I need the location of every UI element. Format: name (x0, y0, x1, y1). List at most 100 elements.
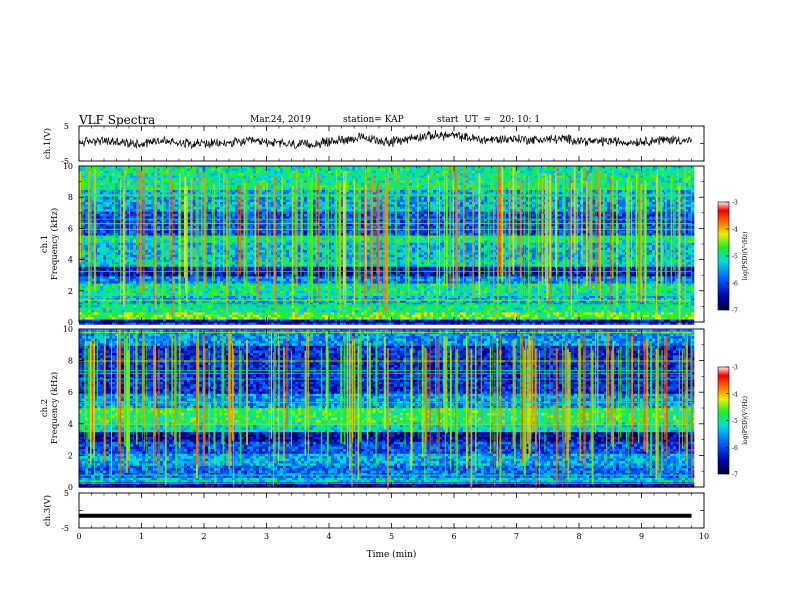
spectrogram-cell (658, 171, 661, 174)
spectrogram-cell (184, 173, 187, 176)
spectrogram-cell (208, 173, 211, 176)
spectrogram-cell (517, 173, 520, 176)
spectrogram-cell (604, 173, 607, 176)
spectrogram-cell (271, 173, 274, 176)
spectrogram-cells (79, 166, 694, 325)
spectrogram-cell (115, 168, 118, 171)
spectrogram-cell (100, 183, 103, 186)
spectrogram-cell (673, 171, 676, 174)
spectrogram-cell (145, 168, 148, 171)
spectrogram-cell (622, 168, 625, 171)
spectrogram-cell (100, 176, 103, 179)
spectrogram-cell (346, 176, 349, 179)
spectrogram-cell (460, 180, 463, 183)
spectrogram-cell (106, 171, 109, 174)
spectrogram-cell (298, 168, 301, 171)
spectrogram-cell (82, 176, 85, 179)
spectrogram-cell (358, 173, 361, 176)
spectrogram-cell (373, 176, 376, 179)
spectrogram-cell (400, 168, 403, 171)
spectrogram-cell (430, 178, 433, 181)
spectrogram-cell (541, 168, 544, 171)
spectrogram-cell (481, 173, 484, 176)
spectrogram-cell (430, 173, 433, 176)
spectrogram-cell (664, 168, 667, 171)
spectrogram-cell (253, 173, 256, 176)
spectrogram-cell (358, 171, 361, 174)
vlf-figure: 5-5ch.1(V)0246810ch.1Frequency (kHz)-3-4… (0, 0, 792, 612)
spectrogram-cell (331, 171, 334, 174)
spectrogram-cell (421, 173, 424, 176)
spectrogram-cell (679, 176, 682, 179)
spectrogram-cell (100, 173, 103, 176)
spectrogram-cell (424, 171, 427, 174)
spectrogram-cell (232, 178, 235, 181)
spectrogram-cell (172, 171, 175, 174)
spectrogram-cell (361, 180, 364, 183)
spectrogram-cell (691, 173, 694, 176)
spectrogram-cell (178, 168, 181, 171)
spectrogram-cell (439, 171, 442, 174)
spectrogram-cell (625, 168, 628, 171)
spectrogram-cell (121, 180, 124, 183)
spectrogram-cell (529, 176, 532, 179)
spectrogram-cell (547, 171, 550, 174)
spectrogram-cell (676, 173, 679, 176)
spectrogram-cell (508, 176, 511, 179)
spectrogram-cell (343, 168, 346, 171)
spectrogram-cell (688, 178, 691, 181)
spectrogram-cell (658, 178, 661, 181)
spectrogram-cell (118, 173, 121, 176)
spectrogram-cell (106, 176, 109, 179)
spectrogram-cell (241, 173, 244, 176)
spectrogram-cell (508, 173, 511, 176)
spectrogram-cell (391, 178, 394, 181)
spectrogram-cell (259, 173, 262, 176)
spectrogram-cell (679, 180, 682, 183)
spectrogram-cell (535, 173, 538, 176)
spectrogram-cell (145, 180, 148, 183)
spectrogram-cell (187, 176, 190, 179)
spectrogram-cell (349, 168, 352, 171)
spectrogram-cell (607, 171, 610, 174)
spectrogram-cell (280, 168, 283, 171)
spectrogram-cell (145, 173, 148, 176)
spectrogram-cell (691, 171, 694, 174)
spectrogram-cell (616, 171, 619, 174)
spectrogram-cell (175, 168, 178, 171)
spectrogram-cell (532, 171, 535, 174)
spectrogram-cell (523, 173, 526, 176)
spectrogram-cell (148, 171, 151, 174)
spectrogram-cell (274, 168, 277, 171)
spectrogram-cell (688, 176, 691, 179)
spectrogram-cell (664, 178, 667, 181)
spectrogram-cell (232, 173, 235, 176)
spectrogram-cell (412, 178, 415, 181)
spectrogram-cell (277, 180, 280, 183)
spectrogram-cell (526, 168, 529, 171)
spectrogram-cell (253, 180, 256, 183)
spectrogram-cell (667, 171, 670, 174)
spectrogram-cell (256, 180, 259, 183)
spectrogram-cell (103, 173, 106, 176)
spectrogram-cell (676, 178, 679, 181)
spectrogram-cell (466, 173, 469, 176)
spectrogram-cell (376, 171, 379, 174)
spectrogram-cell (439, 176, 442, 179)
spectrogram-cell (376, 176, 379, 179)
spectrogram-cell (97, 183, 100, 186)
spectrogram-cell (439, 178, 442, 181)
spectrogram-cell (634, 168, 637, 171)
spectrogram-cell (526, 171, 529, 174)
spectrogram-cell (433, 176, 436, 179)
spectrogram-cell (301, 171, 304, 174)
spectrogram-cell (172, 173, 175, 176)
spectrogram-cell (151, 180, 154, 183)
spectrogram-cell (658, 180, 661, 183)
spectrogram-cell (250, 180, 253, 183)
spectrogram-cell (259, 171, 262, 174)
spectrogram-cell (520, 168, 523, 171)
spectrogram-cell (607, 168, 610, 171)
spectrogram-cell (397, 171, 400, 174)
spectrogram-cell (220, 171, 223, 174)
